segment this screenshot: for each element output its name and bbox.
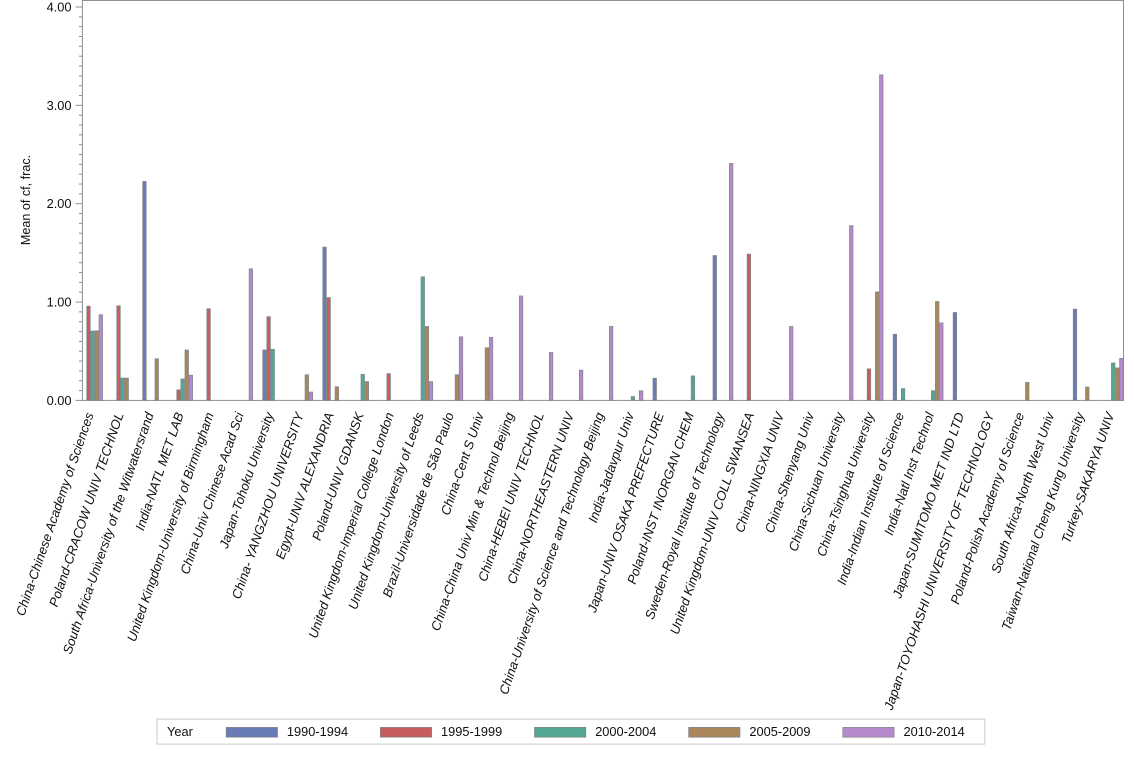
svg-text:1990-1994: 1990-1994 (287, 724, 348, 739)
svg-text:2000-2004: 2000-2004 (595, 724, 656, 739)
svg-text:1.00: 1.00 (47, 294, 72, 309)
svg-text:3.00: 3.00 (47, 98, 72, 113)
svg-text:Mean of cf, frac.: Mean of cf, frac. (19, 155, 33, 245)
svg-text:0.00: 0.00 (47, 393, 72, 408)
svg-text:4.00: 4.00 (47, 0, 72, 14)
svg-text:2010-2014: 2010-2014 (904, 724, 965, 739)
svg-text:2005-2009: 2005-2009 (749, 724, 810, 739)
svg-text:Year: Year (167, 724, 194, 739)
svg-text:2.00: 2.00 (47, 196, 72, 211)
svg-text:1995-1999: 1995-1999 (441, 724, 502, 739)
